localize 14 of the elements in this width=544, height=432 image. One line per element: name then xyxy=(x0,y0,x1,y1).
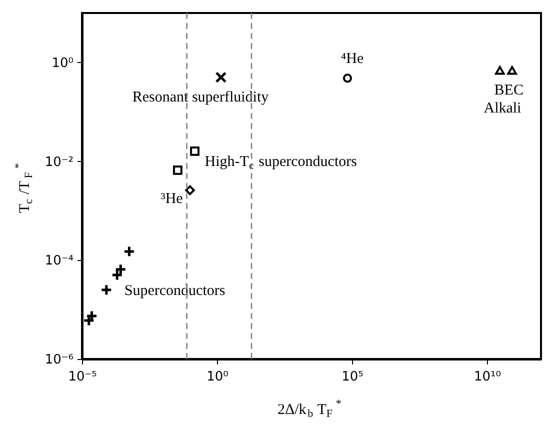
series-label: ³He xyxy=(160,191,184,208)
series-label: BEC Alkali xyxy=(484,82,524,116)
series-label: Superconductors xyxy=(124,282,226,299)
y-axis-title: Tc/TF* xyxy=(13,163,35,213)
x-tick-label: 10¹⁰ xyxy=(474,370,501,384)
x-tick-label: 10⁰ xyxy=(206,370,228,384)
x-tick-label: 10⁻⁵ xyxy=(68,370,97,384)
x-tick-label: 10⁵ xyxy=(342,370,364,384)
series-label: ⁴He xyxy=(340,51,364,68)
series-label: Resonant superfluidity xyxy=(132,89,270,106)
y-tick-label: 10⁰ xyxy=(52,56,74,71)
y-tick-label: 10⁻⁶ xyxy=(44,352,74,368)
y-tick-label: 10⁻² xyxy=(44,154,74,170)
y-tick-label: 10⁻⁴ xyxy=(44,254,74,269)
